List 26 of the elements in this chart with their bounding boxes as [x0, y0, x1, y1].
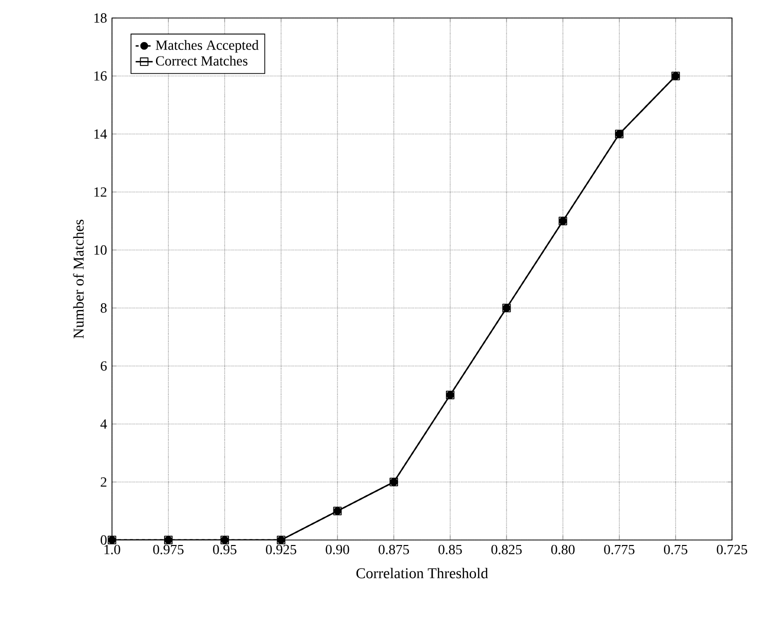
x-tick-label: 0.85 [438, 544, 462, 554]
x-axis-title: Correlation Threshold [356, 568, 488, 578]
x-tick-label: 1.0 [104, 544, 120, 554]
y-tick-label: 12 [94, 187, 106, 197]
y-tick-label: 4 [100, 419, 107, 429]
y-tick-label: 8 [100, 303, 107, 313]
x-tick-label: 0.75 [664, 544, 688, 554]
y-tick-label: 16 [94, 71, 107, 81]
y-tick-label: 14 [94, 129, 107, 139]
x-tick-label: 0.725 [716, 544, 748, 554]
x-tick-label: 0.975 [153, 544, 184, 554]
y-tick-label: 2 [100, 477, 106, 487]
x-tick-label: 0.95 [213, 544, 236, 554]
y-tick-label: 18 [94, 13, 107, 23]
y-tick-label: 10 [94, 245, 107, 255]
x-tick-label: 0.875 [378, 544, 409, 554]
x-tick-label: 0.825 [491, 544, 522, 554]
x-tick-label: 0.925 [266, 544, 296, 554]
legend-label: Matches Accepted [156, 40, 259, 53]
y-tick-label: 6 [100, 361, 107, 371]
x-tick-label: 0.90 [326, 544, 350, 554]
x-tick-label: 0.775 [604, 544, 634, 554]
legend-label: Correct Matches [156, 56, 248, 66]
y-axis-title: Number of Matches [73, 220, 84, 338]
x-tick-label: 0.80 [551, 544, 575, 554]
y-tick-label: 0 [100, 535, 107, 545]
